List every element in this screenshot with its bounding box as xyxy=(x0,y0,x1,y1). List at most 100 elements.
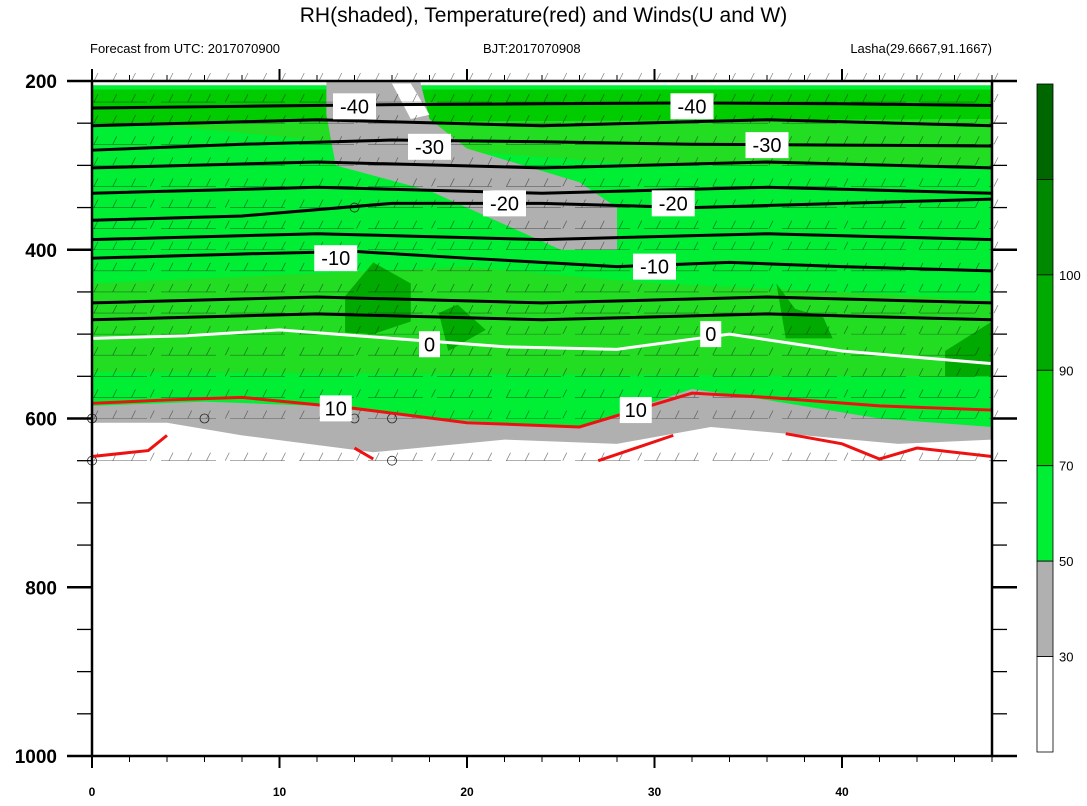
wind-barb xyxy=(168,157,174,166)
wind-barb xyxy=(843,178,849,187)
wind-barb xyxy=(262,262,268,272)
rh-band-high xyxy=(92,89,992,124)
wind-barb xyxy=(693,220,699,229)
wind-barb xyxy=(899,283,905,293)
wind-barb xyxy=(337,347,343,356)
wind-barb xyxy=(806,410,811,419)
wind-barb xyxy=(131,368,136,377)
wind-barb xyxy=(993,199,999,208)
wind-barb xyxy=(281,199,286,208)
wind-barb xyxy=(337,452,343,461)
wind-barb xyxy=(299,452,305,461)
wind-barb xyxy=(787,241,793,250)
wind-barb xyxy=(524,452,530,461)
wind-barb xyxy=(768,410,774,419)
wind-barb xyxy=(749,368,755,377)
wind-barb xyxy=(299,389,305,398)
wind-barb xyxy=(862,304,868,314)
wind-barb xyxy=(918,157,924,166)
wind-barb xyxy=(337,72,343,82)
wind-barb xyxy=(337,199,343,208)
wind-barb xyxy=(824,178,830,187)
temperature-contour-line xyxy=(91,232,993,242)
wind-barb xyxy=(824,304,830,314)
wind-barb xyxy=(262,199,268,208)
wind-barb xyxy=(243,452,249,461)
rh-band-mid2 xyxy=(92,266,992,377)
wind-barb xyxy=(937,389,943,398)
wind-barb xyxy=(599,157,605,166)
wind-barb xyxy=(506,347,511,356)
wind-barb xyxy=(168,199,174,208)
wind-barb xyxy=(281,452,286,461)
wind-barb xyxy=(449,241,455,250)
wind-barb xyxy=(899,72,905,82)
wind-barb xyxy=(768,347,774,356)
wind-barb xyxy=(806,72,811,82)
wind-barb xyxy=(337,368,343,377)
colorbar-segment xyxy=(1036,83,1054,180)
wind-barb xyxy=(787,283,793,293)
wind-barb xyxy=(149,157,155,166)
wind-barb xyxy=(618,241,624,250)
wind-barb xyxy=(243,93,249,103)
wind-barb xyxy=(149,136,155,145)
wind-barb xyxy=(506,72,511,82)
colorbar-segment xyxy=(1036,179,1054,276)
wind-barb xyxy=(956,178,961,187)
wind-barb xyxy=(899,241,905,250)
contour-label: 10 xyxy=(625,400,647,422)
wind-barb xyxy=(187,199,193,208)
wind-barb xyxy=(956,304,961,314)
wind-barb xyxy=(656,347,661,356)
wind-barb xyxy=(524,389,530,398)
wind-barb xyxy=(618,283,624,293)
wind-barb xyxy=(243,304,249,314)
wind-barb xyxy=(168,304,174,314)
wind-barb xyxy=(168,241,174,250)
wind-barb xyxy=(974,72,980,82)
wind-barb xyxy=(393,178,399,187)
wind-barb xyxy=(262,368,268,377)
wind-barb xyxy=(93,220,99,229)
wind-barb xyxy=(206,410,211,419)
wind-barb xyxy=(712,368,718,377)
wind-barb xyxy=(562,115,568,124)
wind-barb xyxy=(449,262,455,272)
wind-barb xyxy=(993,93,999,103)
wind-barb xyxy=(974,178,980,187)
wind-barb xyxy=(487,115,493,124)
wind-barb xyxy=(693,368,699,377)
wind-barb xyxy=(112,389,118,398)
wind-barb xyxy=(468,157,474,166)
wind-barb xyxy=(637,347,643,356)
wind-barb xyxy=(974,283,980,293)
wind-barb xyxy=(149,262,155,272)
wind-barb xyxy=(918,93,924,103)
wind-barb xyxy=(431,220,436,229)
wind-barb xyxy=(581,389,586,398)
wind-barb xyxy=(356,452,361,461)
wind-barb xyxy=(674,178,680,187)
wind-barb xyxy=(881,220,886,229)
wind-barb xyxy=(224,410,230,419)
wind-barb xyxy=(993,262,999,272)
wind-barb xyxy=(843,136,849,145)
wind-barb xyxy=(449,368,455,377)
wind-barb xyxy=(524,241,530,250)
wind-barb xyxy=(731,72,736,82)
wind-barb xyxy=(374,283,380,293)
wind-barb xyxy=(374,241,380,250)
wind-barb xyxy=(656,410,661,419)
wind-barb xyxy=(374,72,380,82)
wind-barb xyxy=(581,241,586,250)
wind-barb xyxy=(881,410,886,419)
wind-barb xyxy=(899,452,905,461)
temperature-contour-line xyxy=(91,101,993,110)
wind-barb xyxy=(749,72,755,82)
temperature-contour-line xyxy=(353,446,375,461)
wind-barb xyxy=(787,452,793,461)
wind-barb xyxy=(543,368,549,377)
wind-barb xyxy=(93,115,99,124)
